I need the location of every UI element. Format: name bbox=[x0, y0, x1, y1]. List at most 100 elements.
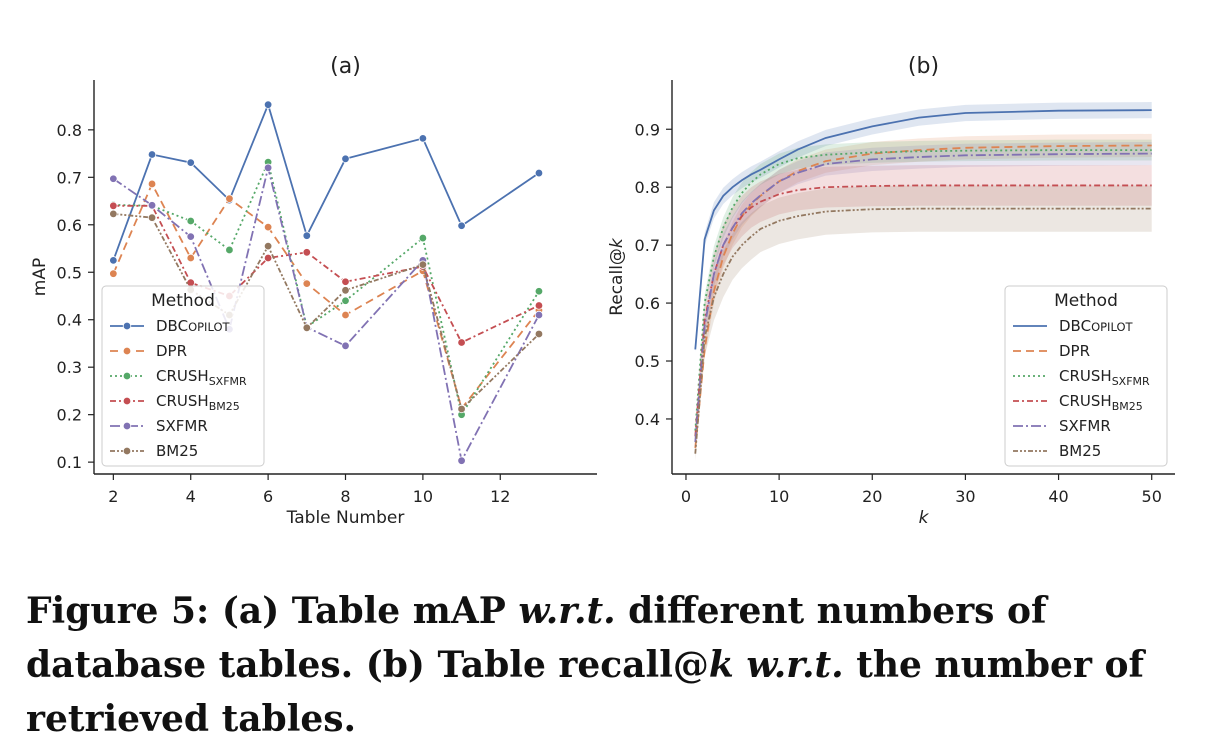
a-series-point-3 bbox=[457, 338, 466, 347]
a-series-line-2 bbox=[113, 159, 540, 418]
a-legend-marker-3 bbox=[122, 396, 132, 406]
a-legend-marker-2 bbox=[122, 371, 132, 381]
a-y-tick-label: 0.5 bbox=[57, 263, 82, 282]
a-series-point-0 bbox=[186, 158, 195, 167]
a-series-point-3 bbox=[263, 253, 273, 263]
a-y-tick-label: 0.4 bbox=[57, 311, 82, 330]
a-series-point-5 bbox=[418, 260, 428, 269]
a-x-tick-label: 12 bbox=[490, 487, 510, 506]
a-series-point-0 bbox=[147, 150, 157, 159]
a-series-point-3 bbox=[109, 201, 118, 210]
a-y-tick-label: 0.6 bbox=[57, 216, 82, 235]
b-y-tick-label: 0.7 bbox=[635, 236, 660, 255]
a-y-tick-label: 0.2 bbox=[57, 406, 82, 425]
b-legend-label-2: CRUSHSXFMR bbox=[1059, 367, 1150, 388]
a-series-point-1 bbox=[263, 222, 273, 232]
b-x-tick-label: 0 bbox=[681, 487, 691, 506]
a-series-point-1 bbox=[147, 179, 157, 189]
a-series-line-4 bbox=[112, 167, 540, 464]
b-y-tick-label: 0.5 bbox=[635, 352, 660, 371]
a-y-axis-label: mAP bbox=[30, 258, 50, 296]
b-x-axis-label: k bbox=[919, 508, 930, 528]
caption-text-1: Figure 5: (a) Table mAP bbox=[26, 590, 519, 632]
a-series-point-3 bbox=[534, 301, 544, 310]
a-legend-marker-1 bbox=[122, 346, 132, 356]
b-series-band-5 bbox=[695, 185, 1152, 461]
b-y-tick-label: 0.6 bbox=[635, 294, 660, 313]
a-series-point-0 bbox=[263, 100, 273, 109]
a-series-point-2 bbox=[418, 233, 428, 243]
b-series-line-5 bbox=[694, 207, 1152, 454]
b-x-tick-label: 40 bbox=[1048, 487, 1068, 506]
b-legend: Method DBCOPILOT DPR CRUSHSXFMR CRUSHBM25 SXF… bbox=[1004, 285, 1168, 467]
a-series-point-1 bbox=[109, 269, 118, 278]
a-series-point-2 bbox=[225, 245, 234, 255]
a-x-axis-label: Table Number bbox=[286, 508, 405, 528]
a-series-point-1 bbox=[302, 279, 312, 288]
a-legend-marker-5 bbox=[122, 446, 132, 456]
a-y-tick-label: 0.1 bbox=[57, 453, 82, 472]
a-title: (a) bbox=[330, 54, 361, 79]
b-x-tick-label: 10 bbox=[769, 487, 789, 506]
a-legend-label-5: BM25 bbox=[156, 442, 198, 460]
b-y-tick-label: 0.8 bbox=[635, 178, 660, 197]
a-series-line-1 bbox=[112, 181, 540, 411]
a-x-tick-label: 4 bbox=[186, 487, 196, 506]
b-x-tick-label: 20 bbox=[862, 487, 882, 506]
b-title: (b) bbox=[908, 54, 939, 79]
a-series-line-3 bbox=[113, 204, 540, 344]
caption-wrt-1: w.r.t. bbox=[518, 590, 616, 632]
a-series-point-1 bbox=[186, 253, 195, 263]
a-series-point-5 bbox=[302, 323, 312, 332]
b-legend-label-0: DBCOPILOT bbox=[1059, 317, 1133, 335]
a-series-point-0 bbox=[109, 256, 118, 265]
a-series-point-0 bbox=[341, 154, 350, 163]
a-x-tick-label: 10 bbox=[413, 487, 433, 506]
b-legend-box bbox=[1004, 285, 1168, 467]
b-y-tick-label: 0.4 bbox=[635, 410, 660, 429]
a-series-point-1 bbox=[341, 310, 350, 320]
b-series-line-0 bbox=[694, 109, 1152, 350]
a-x-tick-label: 6 bbox=[263, 487, 273, 506]
b-series-line-4 bbox=[694, 152, 1152, 443]
b-x-tick-label: 30 bbox=[955, 487, 975, 506]
a-series-point-2 bbox=[186, 216, 195, 226]
b-series-band-3 bbox=[695, 165, 1152, 443]
panel-b-chart: 0 10 20 30 40 50 0.4 0.5 0.6 0.7 0.8 0.9 (b) k Recall@… bbox=[607, 54, 1175, 528]
a-series-point-0 bbox=[534, 168, 544, 178]
a-series-line-0 bbox=[112, 101, 540, 261]
a-series-point-5 bbox=[263, 241, 273, 251]
a-series-point-4 bbox=[534, 310, 544, 320]
a-series-line-5 bbox=[113, 212, 540, 411]
a-series-point-5 bbox=[109, 209, 118, 219]
a-series-point-4 bbox=[341, 341, 350, 351]
a-series-point-4 bbox=[186, 232, 195, 241]
a-series-point-3 bbox=[302, 248, 312, 257]
b-legend-title: Method bbox=[1054, 291, 1118, 311]
a-series-point-5 bbox=[457, 404, 466, 414]
a-legend: Method DBCOPILOT DPR CRUSHSXFMR CRUSHBM25 SXF… bbox=[101, 285, 265, 467]
a-legend-label-2: CRUSHSXFMR bbox=[156, 367, 247, 388]
a-series-point-5 bbox=[147, 213, 157, 222]
caption-text-2: different numbers of database tables. (b… bbox=[26, 590, 1047, 686]
a-series-point-2 bbox=[534, 287, 544, 296]
b-legend-label-5: BM25 bbox=[1059, 442, 1101, 460]
a-series-point-4 bbox=[457, 456, 466, 465]
a-y-tick-label: 0.3 bbox=[57, 358, 82, 377]
b-x-tick-label: 50 bbox=[1142, 487, 1162, 506]
a-legend-label-3: CRUSHBM25 bbox=[156, 392, 240, 413]
b-y-axis-label: Recall@k bbox=[607, 237, 627, 316]
caption-k: k bbox=[708, 644, 734, 686]
figure-caption: Figure 5: (a) Table mAP w.r.t. different… bbox=[26, 584, 1196, 746]
b-legend-label-1: DPR bbox=[1059, 342, 1090, 360]
b-legend-label-3: CRUSHBM25 bbox=[1059, 392, 1143, 413]
a-series-point-0 bbox=[457, 221, 466, 230]
a-series-point-5 bbox=[534, 329, 544, 339]
a-y-tick-label: 0.8 bbox=[57, 121, 82, 140]
a-legend-marker-4 bbox=[122, 421, 132, 431]
a-y-tick-label: 0.7 bbox=[57, 168, 82, 187]
figure: 2 4 6 8 10 12 0.1 0.2 0.3 0.4 0.5 0.6 0.7 0.8 (a) Table… bbox=[30, 54, 1175, 528]
a-x-tick-label: 8 bbox=[340, 487, 350, 506]
a-legend-title: Method bbox=[151, 291, 215, 311]
a-legend-label-1: DPR bbox=[156, 342, 187, 360]
